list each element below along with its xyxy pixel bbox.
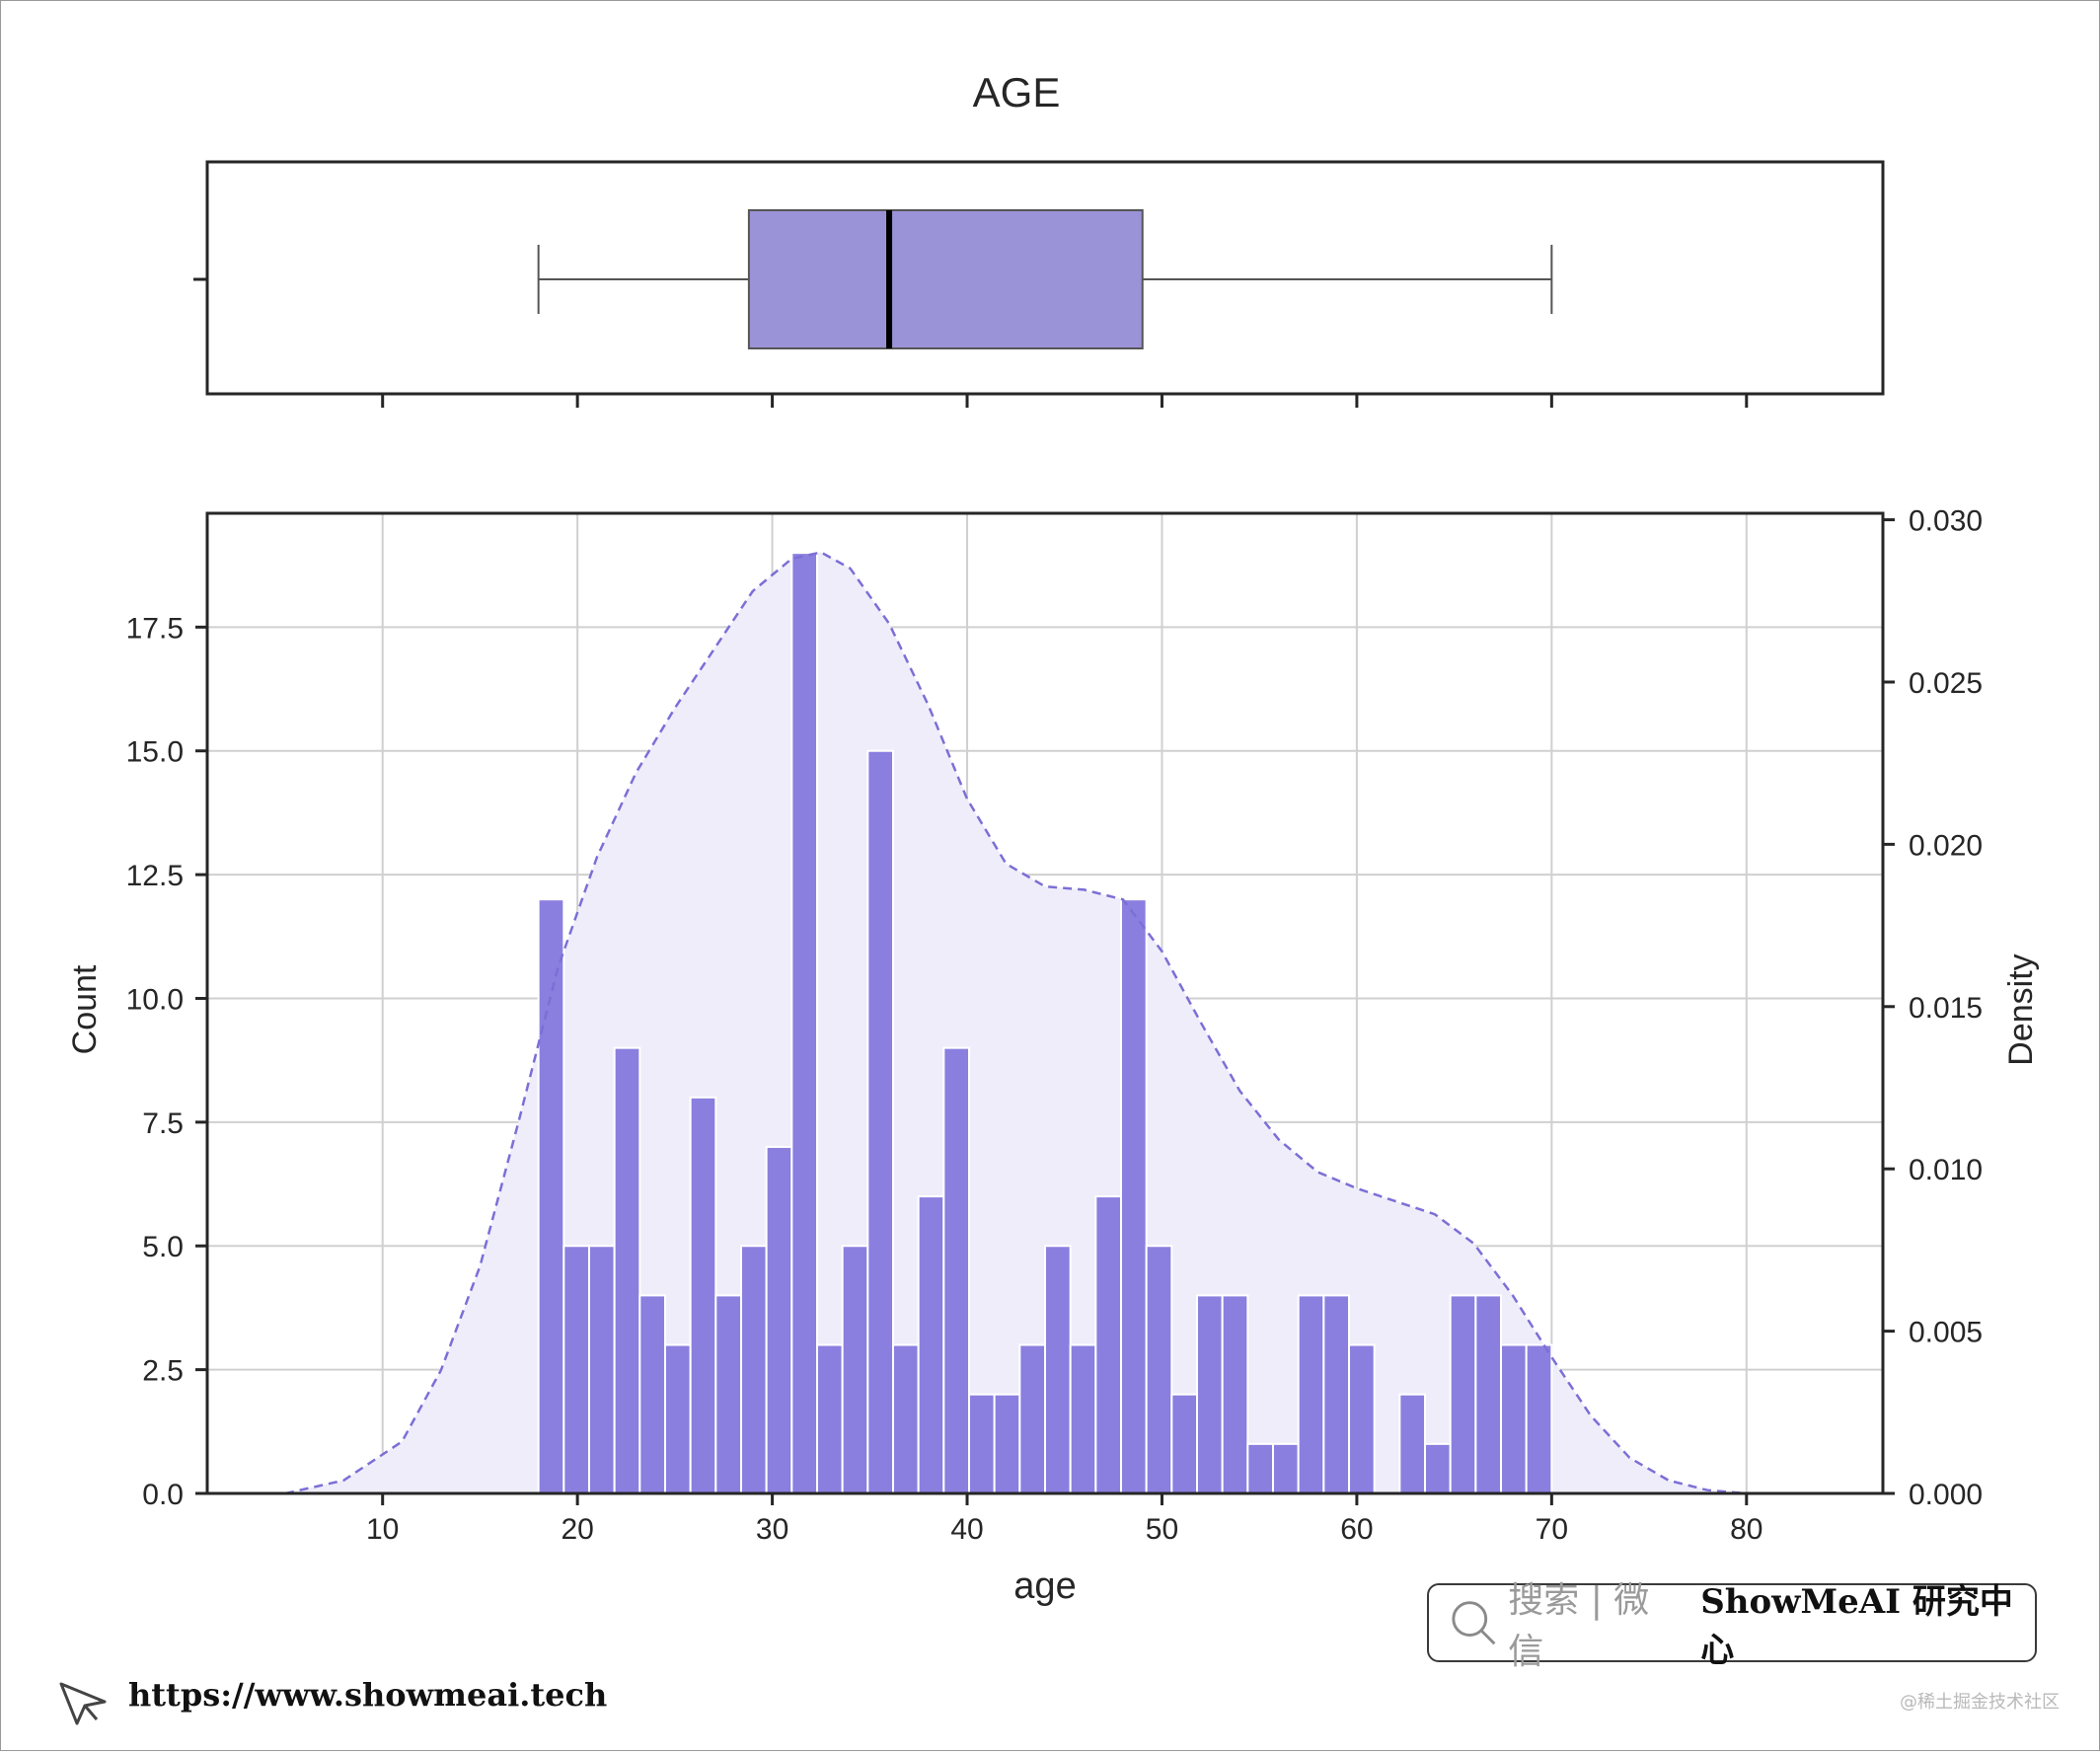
histogram-bar [1120,898,1148,1494]
histogram-bar [1069,1343,1097,1494]
y-tick-label: 15.0 [126,736,184,769]
histogram-bar [587,1245,616,1494]
histogram-bar [1170,1393,1199,1495]
histogram-bar [689,1096,717,1494]
histogram-bar [790,552,818,1494]
y2-tick-label: 0.010 [1909,1154,1983,1186]
iqr-box [747,209,1144,349]
x-tick-label: 80 [1730,1513,1762,1546]
watermark-badge: 搜索 | 微信 ShowMeAI 研究中心 [1427,1580,2037,1672]
histogram-bar [1398,1393,1427,1495]
y2-tick-label: 0.020 [1909,829,1983,862]
y2-tick-label: 0.025 [1909,667,1983,700]
kde-fill-area [285,552,1786,1493]
histogram-bar [765,1145,793,1495]
x-tick-label: 70 [1536,1513,1568,1546]
watermark-search-text: 搜索 | 微信 [1508,1580,1650,1672]
y-tick-label: 12.5 [126,860,184,892]
histogram-bar [841,1245,869,1494]
histogram-bar [815,1343,844,1494]
corner-credit: @稀土掘金技术社区 [1900,1692,2060,1713]
histogram-bar [1094,1195,1123,1495]
y-tick-label: 0.0 [142,1479,184,1511]
histogram-bar [562,1245,590,1494]
histogram-bar [1145,1245,1173,1494]
chart-title: AGE [973,69,1061,115]
y-axis-label: Count [66,964,104,1054]
histogram-bar [638,1294,666,1494]
x-axis-label: age [1013,1565,1076,1607]
histogram-bar [1525,1343,1553,1494]
histogram-bar [1322,1294,1351,1494]
y-tick-label: 17.5 [126,612,184,645]
histogram-bar [1500,1343,1528,1494]
histogram-bar [1246,1442,1275,1495]
boxplot-panel: AGE [193,69,1885,408]
histogram-bar [917,1195,945,1495]
cursor-arrow-icon [59,1682,107,1725]
y-tick-label: 5.0 [142,1231,184,1263]
footer-url[interactable]: https://www.showmeai.tech [128,1676,608,1714]
x-tick-label: 20 [561,1513,593,1546]
histogram-bar [1196,1294,1224,1494]
histogram-bar [1297,1294,1325,1494]
histogram-bar [866,749,894,1494]
histogram-bar [663,1343,692,1494]
histogram-bar [1018,1343,1046,1494]
histogram-bar [993,1393,1021,1495]
magnifier-icon [1452,1601,1496,1645]
histogram-bar [1044,1245,1072,1494]
histogram-bar [1348,1343,1376,1494]
histogram-bar [967,1393,996,1495]
x-tick-label: 10 [366,1513,399,1546]
histogram-bar [1272,1442,1300,1495]
histogram-bar [1474,1294,1503,1494]
histogram-bar [942,1046,970,1494]
x-tick-label: 30 [756,1513,788,1546]
y2-axis-label: Density [2002,954,2040,1065]
y-tick-label: 2.5 [142,1355,184,1388]
y2-tick-label: 0.015 [1909,992,1983,1025]
histogram-bar [537,898,565,1494]
histogram-bar [613,1046,641,1494]
x-tick-label: 50 [1146,1513,1178,1546]
histogram-bar [739,1245,768,1494]
y-tick-label: 7.5 [142,1107,184,1140]
x-tick-label: 60 [1340,1513,1373,1546]
histogram-bar [891,1343,920,1494]
histogram-bar [1449,1294,1477,1494]
y2-tick-label: 0.005 [1909,1317,1983,1349]
y2-tick-label: 0.030 [1909,505,1983,538]
kde-density-line [284,551,1786,1495]
x-tick-label: 40 [950,1513,983,1546]
histogram-axes-frame [205,511,1885,1495]
y2-tick-label: 0.000 [1909,1479,1983,1511]
histogram-bar [714,1294,742,1494]
histogram-panel: 10 20 30 40 50 60 70 80 0.0 2.5 5.0 7.5 10.0 12.5 15.… [66,505,2040,1607]
histogram-bar [1424,1442,1452,1495]
watermark-brand: ShowMeAI 研究中心 [1700,1582,2013,1670]
y-tick-label: 10.0 [126,983,184,1016]
histogram-bar [1221,1294,1249,1494]
